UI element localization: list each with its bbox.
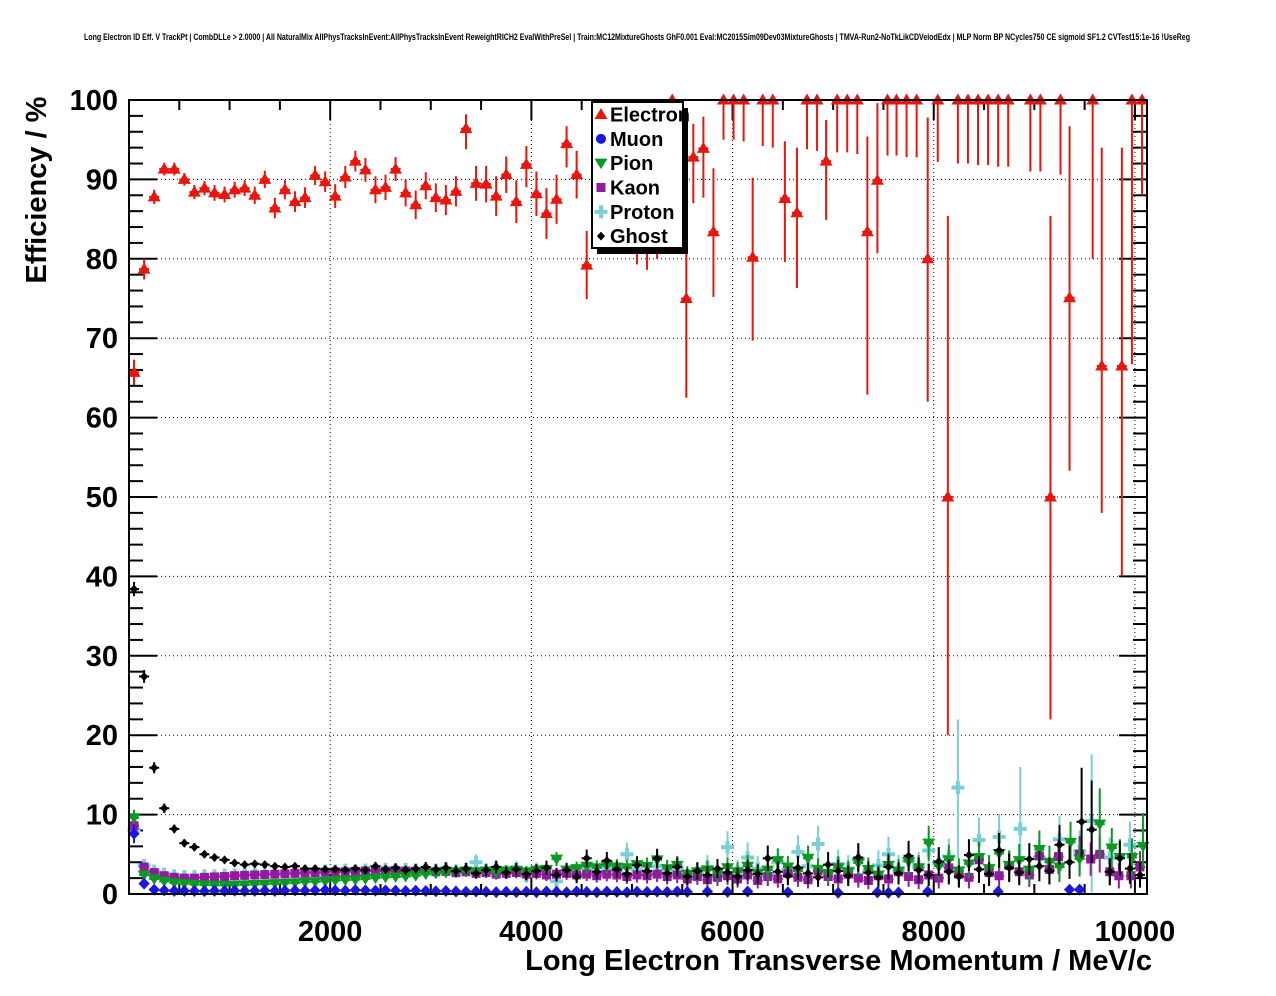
legend-entry-pion: Pion [610,153,653,175]
y-tick-label: 80 [86,244,118,276]
legend-marker-ghost-icon [597,231,605,241]
series-ghost [129,581,1145,888]
x-tick-label: 8000 [901,916,966,948]
legend-entry-ghost: Ghost [610,226,668,248]
y-tick-label: 10 [86,800,118,832]
y-tick-label: 0 [102,879,118,911]
x-axis-title: Long Electron Transverse Momentum / MeV/… [525,945,1152,977]
x-tick-label: 10000 [1095,916,1176,948]
y-tick-label: 60 [86,403,118,435]
legend-marker-kaon-icon [596,183,606,192]
plot-title: Long Electron ID Eff. V TrackPt | CombDL… [84,32,1190,42]
legend-marker-muon-icon [596,133,606,144]
y-tick-label: 100 [70,85,118,117]
legend-marker-proton-icon [594,205,608,219]
y-tick-label: 70 [86,323,118,355]
y-tick-label: 40 [86,561,118,593]
chart-root: 0 10 20 30 40 50 60 70 80 90 100 2000 4000 6000 8000 10… [70,85,1176,948]
legend-marker-electron-icon [594,108,608,119]
x-tick-labels: 2000 4000 6000 8000 10000 [298,916,1175,948]
plot-frame [128,99,1148,895]
legend-entry-proton: Proton [610,202,674,224]
legend-box [591,101,684,249]
legend-marker-pion-icon [594,158,608,170]
x-tick-label: 6000 [700,916,765,948]
series-kaon [129,816,1145,890]
y-tick-label: 50 [86,482,118,514]
x-tick-label: 4000 [499,916,564,948]
y-tick-label: 30 [86,641,118,673]
legend-entry-electron: Electron [610,105,690,127]
y-axis-title: Efficiency / % [21,96,53,283]
y-tick-labels: 0 10 20 30 40 50 60 70 80 90 100 [70,85,118,911]
legend-entry-kaon: Kaon [610,178,660,200]
y-tick-label: 20 [86,720,118,752]
y-tick-label: 90 [86,164,118,196]
x-tick-label: 2000 [298,916,363,948]
legend-entry-muon: Muon [610,129,663,151]
series-electron [127,93,1149,736]
